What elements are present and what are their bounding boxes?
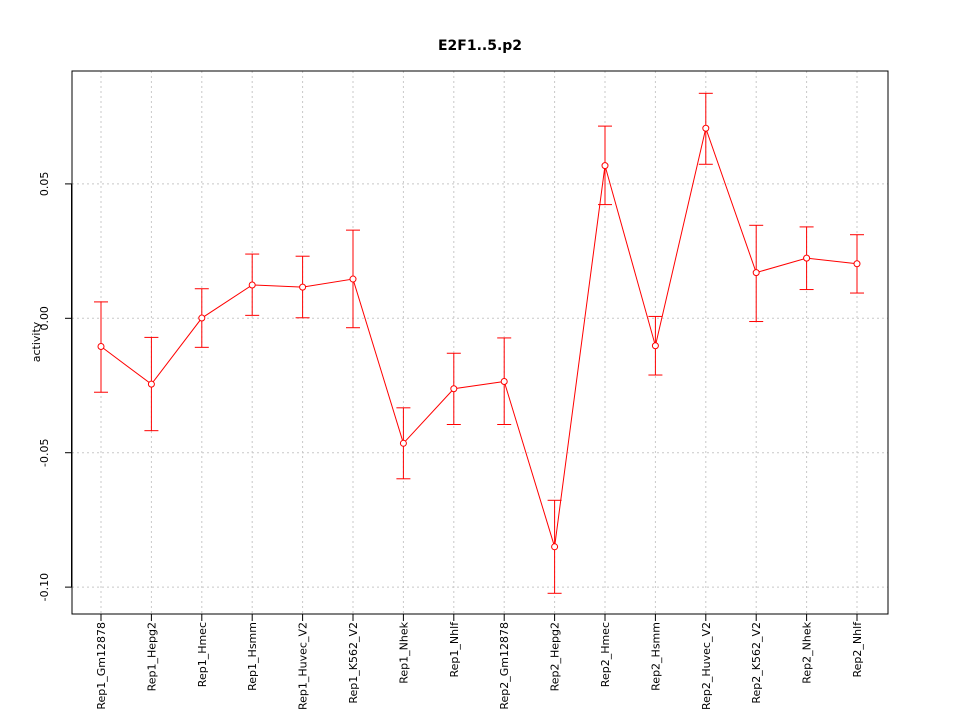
data-point bbox=[399, 439, 407, 447]
data-point bbox=[97, 343, 105, 351]
data-point bbox=[349, 275, 357, 283]
x-tick-label: Rep1_Gm12878 bbox=[95, 622, 108, 710]
y-tick-label: 0.00 bbox=[38, 306, 51, 331]
data-point bbox=[198, 314, 206, 322]
x-tick-label: Rep1_Nhlf bbox=[448, 621, 461, 678]
data-point bbox=[702, 124, 710, 132]
error-bars bbox=[94, 92, 864, 594]
data-point bbox=[803, 254, 811, 262]
y-axis: -0.10 -0.05 0.00 0.05 bbox=[38, 172, 72, 601]
x-tick-label: Rep2_Nhek bbox=[801, 621, 814, 683]
x-tick-label: Rep2_Nhlf bbox=[851, 621, 864, 678]
x-tick-label: Rep1_K562_V2 bbox=[347, 622, 360, 704]
data-point bbox=[500, 377, 508, 385]
data-point bbox=[299, 283, 307, 291]
chart-title: E2F1..5.p2 bbox=[438, 38, 522, 54]
x-tick-label: Rep2_Huvec_V2 bbox=[700, 622, 713, 710]
data-point bbox=[147, 380, 155, 388]
x-axis: Rep1_Gm12878 Rep1_Hepg2 Rep1_Hmec Rep1_Hsmm… bbox=[95, 613, 864, 710]
data-point bbox=[248, 281, 256, 289]
data-point bbox=[651, 342, 659, 350]
x-tick-label: Rep1_Hsmm bbox=[246, 622, 259, 691]
y-tick-label: -0.10 bbox=[38, 573, 51, 601]
x-tick-label: Rep2_Hepg2 bbox=[549, 622, 562, 691]
x-tick-label: Rep1_Hepg2 bbox=[145, 622, 158, 691]
data-point bbox=[752, 269, 760, 277]
x-tick-label: Rep2_Hmec bbox=[599, 622, 612, 687]
data-series bbox=[97, 124, 861, 551]
y-tick-label: 0.05 bbox=[38, 172, 51, 197]
x-tick-label: Rep2_Hsmm bbox=[649, 622, 662, 691]
x-tick-label: Rep1_Huvec_V2 bbox=[297, 622, 310, 710]
series-line bbox=[100, 126, 858, 547]
x-tick-label: Rep2_Gm12878 bbox=[498, 622, 511, 710]
data-point bbox=[450, 385, 458, 393]
x-tick-label: Rep1_Nhek bbox=[397, 621, 410, 683]
y-axis-label: activity bbox=[30, 321, 43, 362]
x-tick-label: Rep1_Hmec bbox=[196, 622, 209, 687]
y-tick-label: -0.05 bbox=[38, 438, 51, 466]
x-tick-label: Rep2_K562_V2 bbox=[750, 622, 763, 704]
data-point bbox=[551, 543, 559, 551]
grid-lines bbox=[72, 71, 888, 614]
data-point bbox=[601, 162, 609, 170]
plot-frame bbox=[71, 70, 889, 615]
data-point bbox=[853, 260, 861, 268]
